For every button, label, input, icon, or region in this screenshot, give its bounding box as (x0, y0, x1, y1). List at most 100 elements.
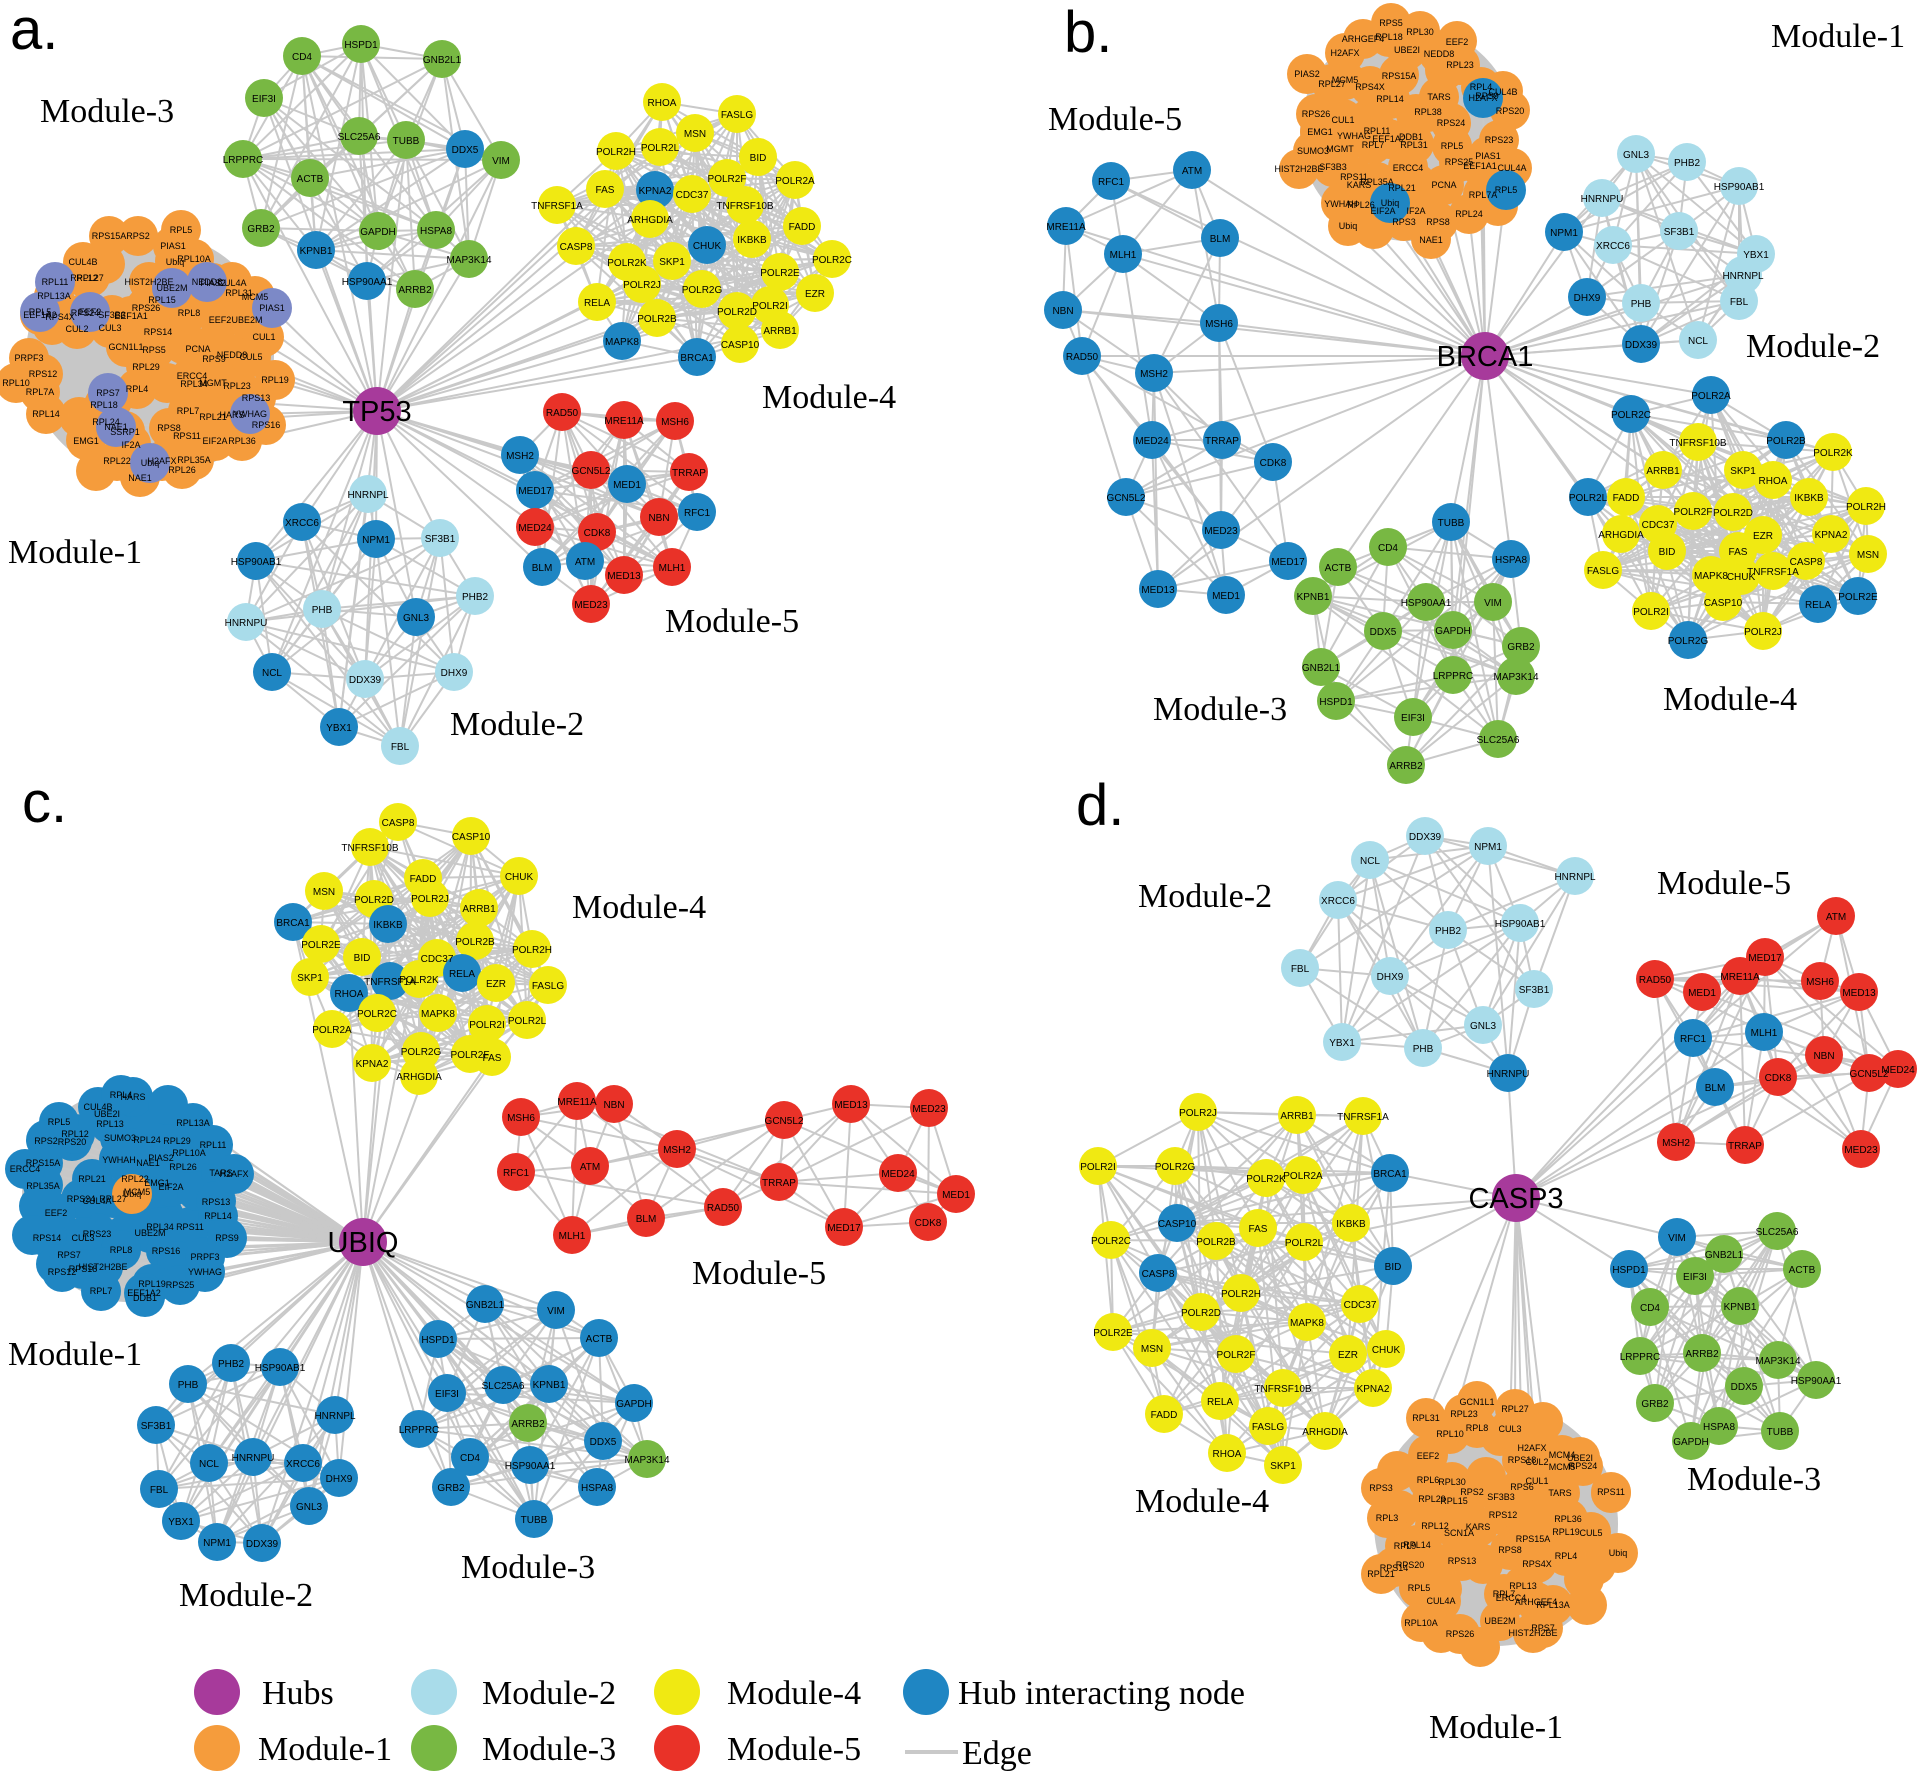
svg-text:Module-3: Module-3 (1687, 1461, 1821, 1498)
svg-text:RPL23: RPL23 (1446, 60, 1474, 70)
svg-text:RPS7: RPS7 (57, 1250, 81, 1260)
svg-text:TUBB: TUBB (1438, 518, 1465, 529)
svg-text:EIF3I: EIF3I (1401, 713, 1425, 724)
svg-text:EIF2A: EIF2A (202, 436, 227, 446)
svg-text:FAS: FAS (483, 1053, 502, 1064)
svg-text:POLR2E: POLR2E (1838, 592, 1878, 603)
svg-text:MED23: MED23 (574, 600, 608, 611)
svg-text:PCNA: PCNA (1431, 180, 1456, 190)
svg-text:RPS18: RPS18 (1508, 1455, 1537, 1465)
svg-text:MSH6: MSH6 (507, 1113, 535, 1124)
svg-text:CUL4A: CUL4A (1426, 1596, 1455, 1606)
svg-text:NEDD8: NEDD8 (217, 350, 248, 360)
svg-text:HSPD1: HSPD1 (344, 40, 378, 51)
svg-text:CDC37: CDC37 (676, 190, 709, 201)
svg-text:ARHGDIA: ARHGDIA (1598, 530, 1644, 541)
svg-text:RPL13A: RPL13A (176, 1118, 210, 1128)
svg-text:RPL7: RPL7 (1493, 1589, 1516, 1599)
svg-text:RELA: RELA (449, 969, 475, 980)
svg-text:RPS2: RPS2 (126, 231, 150, 241)
svg-text:MSH6: MSH6 (1806, 977, 1834, 988)
svg-text:SF3B1: SF3B1 (1664, 227, 1695, 238)
svg-text:RPS9: RPS9 (202, 354, 226, 364)
svg-text:DDX39: DDX39 (349, 675, 382, 686)
svg-text:RPS13: RPS13 (1448, 1556, 1477, 1566)
svg-text:Module-4: Module-4 (727, 1675, 861, 1712)
svg-text:RPS2: RPS2 (34, 1136, 58, 1146)
svg-text:FASLG: FASLG (1252, 1422, 1284, 1433)
svg-text:SF3B1: SF3B1 (1519, 985, 1550, 996)
svg-text:MED17: MED17 (827, 1223, 861, 1234)
svg-text:PIAS2: PIAS2 (148, 1153, 174, 1163)
svg-text:MRE11A: MRE11A (1720, 972, 1760, 983)
svg-text:SKP1: SKP1 (297, 973, 323, 984)
svg-text:RPS15A: RPS15A (26, 1158, 61, 1168)
svg-text:ARRB1: ARRB1 (462, 904, 496, 915)
svg-text:MED24: MED24 (518, 523, 552, 534)
svg-text:POLR2A: POLR2A (1691, 391, 1731, 402)
svg-text:CUL1: CUL1 (252, 332, 275, 342)
svg-text:b.: b. (1064, 0, 1112, 65)
svg-text:Ubiq: Ubiq (141, 458, 160, 468)
svg-text:HNRNPL: HNRNPL (314, 1411, 356, 1422)
svg-text:Module-4: Module-4 (1663, 681, 1797, 718)
svg-text:KPNB1: KPNB1 (1297, 592, 1330, 603)
svg-text:CDK8: CDK8 (1765, 1073, 1792, 1084)
svg-text:MCM5: MCM5 (1549, 1462, 1576, 1472)
svg-text:KARS: KARS (1466, 1522, 1491, 1532)
svg-text:SF3B3: SF3B3 (1487, 1492, 1515, 1502)
svg-text:YBX1: YBX1 (1743, 250, 1769, 261)
svg-text:RPL10A: RPL10A (172, 1148, 206, 1158)
svg-text:LRPPRC: LRPPRC (223, 155, 264, 166)
svg-text:EEF2: EEF2 (1446, 37, 1469, 47)
svg-text:IKBKB: IKBKB (1336, 1219, 1366, 1230)
svg-text:PHB: PHB (1413, 1044, 1434, 1055)
svg-text:ARHGDIA: ARHGDIA (627, 215, 673, 226)
svg-text:MED23: MED23 (1204, 526, 1238, 537)
svg-text:CUL1: CUL1 (1525, 1476, 1548, 1486)
svg-text:RPS24: RPS24 (1569, 1461, 1598, 1471)
svg-text:EMG1: EMG1 (1307, 127, 1333, 137)
svg-text:RPL10: RPL10 (2, 378, 30, 388)
svg-text:CUL3: CUL3 (71, 1233, 94, 1243)
svg-text:NCL: NCL (262, 668, 282, 679)
svg-text:NEDD8: NEDD8 (1424, 49, 1455, 59)
svg-text:POLR2L: POLR2L (1285, 1238, 1324, 1249)
svg-text:Module-1: Module-1 (8, 534, 142, 571)
svg-text:Ubiq: Ubiq (166, 257, 185, 267)
svg-text:FADD: FADD (410, 874, 437, 885)
svg-text:POLR2G: POLR2G (401, 1047, 442, 1058)
svg-text:BRCA1: BRCA1 (1373, 1169, 1407, 1180)
svg-text:ATM: ATM (1826, 912, 1846, 923)
svg-text:DDX5: DDX5 (1731, 1382, 1758, 1393)
svg-text:EIF2A: EIF2A (1370, 206, 1395, 216)
svg-text:POLR2J: POLR2J (623, 280, 661, 291)
svg-text:SF3B1: SF3B1 (141, 1421, 172, 1432)
svg-text:GNB2L1: GNB2L1 (466, 1300, 505, 1311)
svg-text:DDX39: DDX39 (1625, 340, 1658, 351)
svg-text:RPS15A: RPS15A (1382, 71, 1417, 81)
svg-text:RPL19: RPL19 (138, 1279, 166, 1289)
svg-text:RPL5: RPL5 (1495, 185, 1518, 195)
svg-text:POLR2I: POLR2I (1633, 607, 1669, 618)
svg-text:RHOA: RHOA (648, 98, 677, 109)
svg-text:CUL5: CUL5 (1579, 1528, 1602, 1538)
svg-text:NBN: NBN (648, 513, 669, 524)
svg-text:MRE11A: MRE11A (604, 416, 644, 427)
svg-text:CHUK: CHUK (693, 241, 722, 252)
svg-text:HSP90AA1: HSP90AA1 (1401, 598, 1452, 609)
svg-text:ARRB2: ARRB2 (1685, 1349, 1719, 1360)
svg-text:EZR: EZR (486, 979, 506, 990)
svg-text:Module-5: Module-5 (1048, 101, 1182, 138)
svg-text:VIM: VIM (1484, 598, 1502, 609)
svg-text:CASP10: CASP10 (452, 832, 491, 843)
svg-text:MED23: MED23 (1844, 1145, 1878, 1156)
svg-text:DDX39: DDX39 (246, 1539, 279, 1550)
svg-text:RPS12: RPS12 (1489, 1510, 1518, 1520)
svg-text:RAD50: RAD50 (707, 1203, 740, 1214)
svg-text:POLR2F: POLR2F (451, 1050, 490, 1061)
svg-text:CD4: CD4 (460, 1453, 480, 1464)
svg-text:LRPPRC: LRPPRC (1620, 1352, 1661, 1363)
svg-text:RPL18: RPL18 (1375, 32, 1403, 42)
svg-text:HNRNPU: HNRNPU (225, 618, 268, 629)
